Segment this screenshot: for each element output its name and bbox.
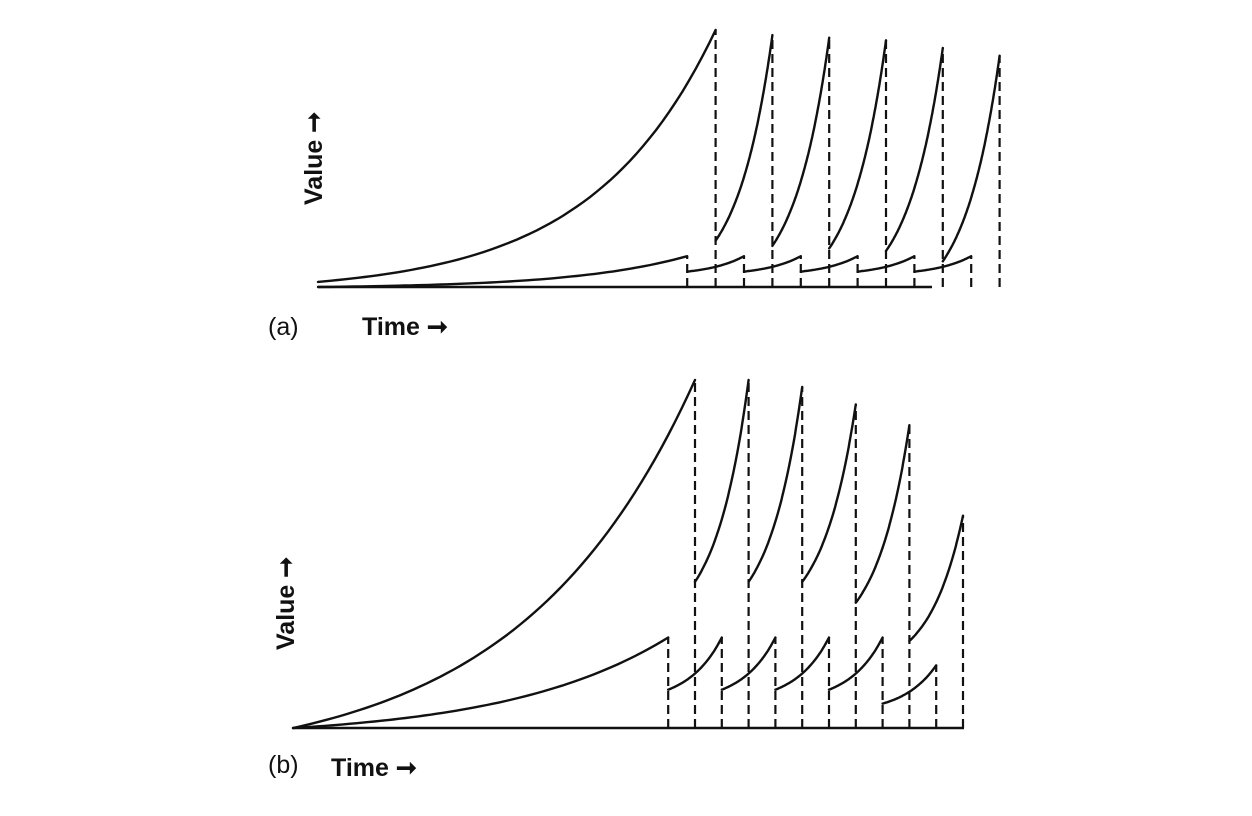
panel-b-series-0-segment-5: [881, 664, 938, 705]
panel-a-y-axis-label: Value ➞: [300, 112, 328, 205]
panel-a-series-1-segment-1: [714, 33, 774, 242]
panel-b-series-0-segment-1: [667, 636, 723, 691]
panel-a-series-1-segment-4: [884, 46, 944, 253]
panel-a-reset-markers: [686, 30, 1001, 287]
panel-b-series-1-segment-4: [854, 424, 911, 604]
panel-b-series-1-segment-1: [693, 378, 750, 583]
panel-b-reset-markers: [667, 380, 965, 728]
panel-b-series-0-segment-0: [291, 636, 670, 730]
panel-a-series-0-segment-3: [799, 255, 859, 273]
panel-a-x-axis-label: Time ➞: [362, 313, 448, 341]
panel-a-series-0-segment-2: [742, 255, 802, 273]
panel-b-series-1-segment-2: [747, 385, 804, 583]
panel-a-series: [316, 28, 1001, 289]
panel-b-series-1-segment-3: [801, 403, 857, 583]
panel-a: Value ➞ (a) Time ➞: [268, 28, 1001, 341]
panel-b-series-1-segment-5: [908, 514, 965, 643]
panel-a-series-0-segment-4: [856, 255, 916, 273]
panel-b: Value ➞ (b) Time ➞: [268, 378, 965, 782]
panel-b-label: (b): [268, 751, 299, 779]
panel-b-series: [291, 378, 965, 730]
panel-b-series-1-segment-0: [291, 378, 697, 730]
panel-b-series-0-segment-4: [827, 636, 884, 691]
panel-b-x-axis-label: Time ➞: [331, 754, 417, 782]
panel-b-series-0-segment-3: [774, 636, 831, 691]
panel-b-y-axis-label: Value ➞: [272, 557, 300, 650]
panel-a-series-1-segment-3: [828, 39, 888, 250]
panel-b-series-0-segment-2: [720, 636, 777, 691]
panel-a-label: (a): [268, 313, 299, 341]
panel-a-series-1-segment-2: [771, 36, 831, 248]
panel-a-series-1-segment-5: [941, 54, 1001, 263]
panel-a-series-0-segment-0: [316, 255, 689, 289]
panel-a-series-0-segment-5: [913, 255, 973, 273]
panel-a-series-1-segment-0: [316, 28, 717, 284]
panel-a-series-0-segment-1: [686, 255, 746, 273]
